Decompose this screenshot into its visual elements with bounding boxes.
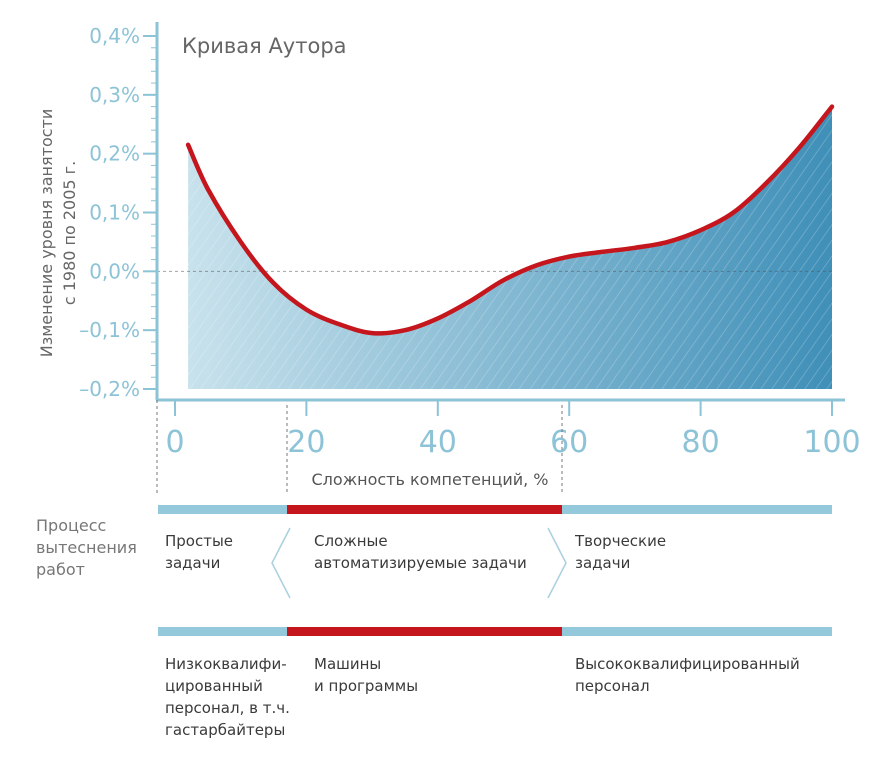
y-axis-label-line1: Изменение уровня занятости — [37, 109, 56, 358]
y-tick-label: –0,1% — [79, 318, 140, 342]
x-tick-label: 100 — [803, 425, 860, 460]
area-hatch — [188, 106, 833, 389]
workers-low-label: Низкоквалифи- цированный персонал, в т.ч… — [165, 655, 290, 739]
tasks-bar-simple — [158, 505, 287, 514]
x-tick-label: 60 — [550, 425, 588, 460]
x-tick-label: 0 — [165, 425, 184, 460]
area-layer — [188, 106, 833, 389]
y-tick-label: –0,2% — [79, 377, 140, 401]
tasks-bar-creative — [562, 505, 832, 514]
workers-bar-high — [562, 627, 832, 636]
workers-high-label: Высококвалифицированный персонал — [575, 655, 800, 695]
line-layer — [185, 104, 835, 336]
y-axis-label-line2: с 1980 по 2005 г. — [60, 161, 79, 305]
y-tick-label: 0,2% — [89, 142, 140, 166]
x-tick-label: 40 — [419, 425, 457, 460]
chevron-right-icon — [547, 527, 567, 599]
x-axis-label: Сложность компетенций, % — [312, 470, 549, 489]
task-creative-label: Творческие задачи — [575, 532, 667, 572]
workers-machines-label: Машины и программы — [314, 655, 419, 695]
series-line — [185, 104, 835, 336]
axis-layer: 0,4% 0,3% 0,2% 0,1% 0,0% –0,1% –0,2% 0 20 40 60 80 1… — [79, 22, 861, 460]
process-label: Процесс вытеснения работ — [36, 516, 137, 579]
workers-bar-machines — [287, 627, 562, 636]
y-axis-label: Изменение уровня занятости с 1980 по 200… — [37, 109, 79, 358]
chart-title: Кривая Аутора — [182, 34, 347, 58]
tasks-bar-complex — [287, 505, 562, 514]
task-simple-label: Простые задачи — [165, 532, 234, 572]
x-tick-label: 80 — [682, 425, 720, 460]
y-tick-label: 0,1% — [89, 201, 140, 225]
y-tick-label: 0,0% — [89, 259, 140, 283]
y-tick-label: 0,4% — [89, 24, 140, 48]
y-tick-label: 0,3% — [89, 83, 140, 107]
x-tick-label: 20 — [287, 425, 325, 460]
task-complex-label: Сложные автоматизируемые задачи — [314, 532, 527, 572]
workers-bar-low — [158, 627, 287, 636]
chevron-left-icon — [271, 527, 291, 599]
